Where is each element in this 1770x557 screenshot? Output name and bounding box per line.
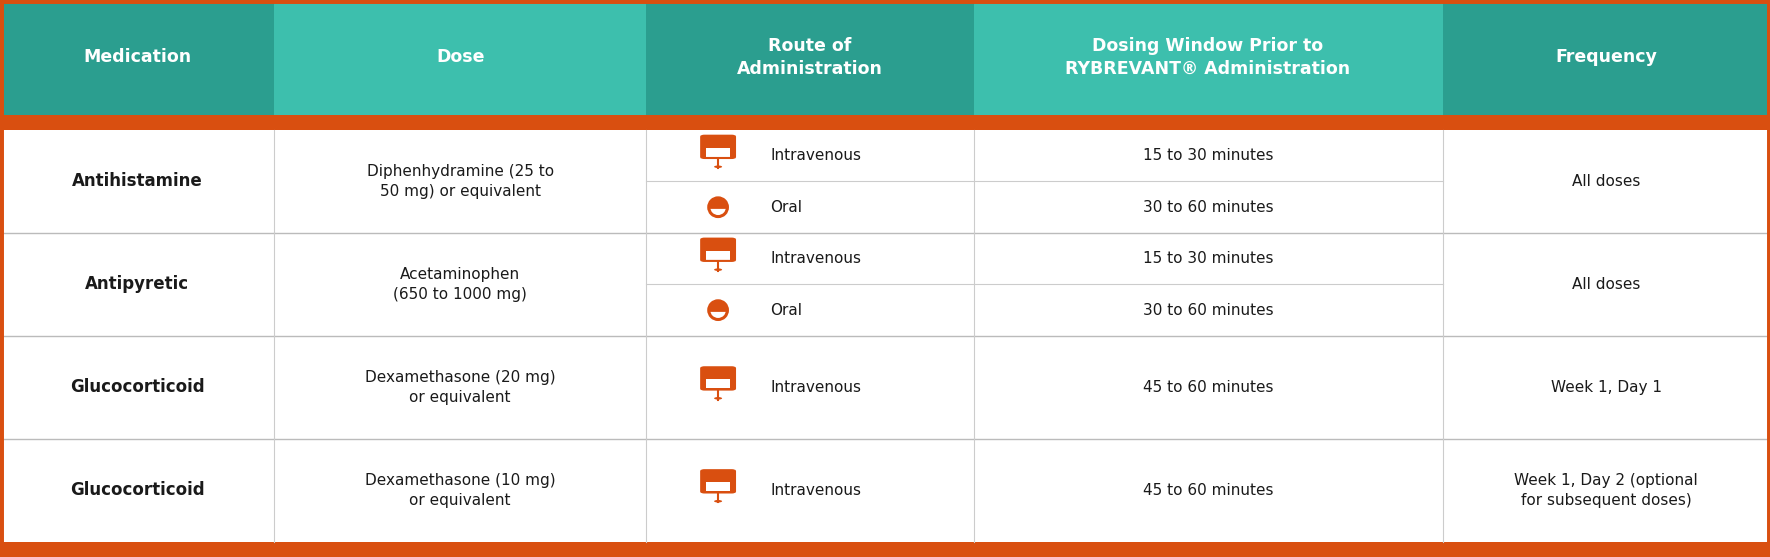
Text: Intravenous: Intravenous [770,483,862,498]
Bar [715,373,720,375]
Bar [1443,0,1770,115]
Text: Oral: Oral [770,302,802,317]
Polygon shape [708,198,727,207]
Bar [0,115,1770,130]
Text: Dose: Dose [435,48,485,66]
Bar [0,336,1770,439]
Text: Glucocorticoid: Glucocorticoid [69,481,205,499]
Text: Dexamethasone (20 mg)
or equivalent: Dexamethasone (20 mg) or equivalent [365,370,556,405]
FancyBboxPatch shape [701,470,735,492]
Bar [0,130,1770,233]
Text: 15 to 30 minutes: 15 to 30 minutes [1143,251,1273,266]
Text: Oral: Oral [770,200,802,214]
Text: 15 to 30 minutes: 15 to 30 minutes [1143,148,1273,163]
Bar [706,251,729,260]
Text: All doses: All doses [1572,174,1641,189]
Circle shape [713,268,722,271]
Text: 45 to 60 minutes: 45 to 60 minutes [1143,380,1273,395]
Bar [974,0,1443,115]
Bar [646,0,974,115]
Bar [274,0,646,115]
Bar [0,0,274,115]
Circle shape [713,500,722,502]
Bar [706,379,729,388]
Text: 30 to 60 minutes: 30 to 60 minutes [1143,200,1273,214]
Bar [0,542,1770,557]
Text: Route of
Administration: Route of Administration [736,37,883,78]
Bar [715,141,720,144]
Text: Diphenhydramine (25 to
50 mg) or equivalent: Diphenhydramine (25 to 50 mg) or equival… [366,164,554,199]
Polygon shape [708,301,727,310]
Bar [0,233,1770,336]
Bar [715,245,720,247]
Text: Acetaminophen
(650 to 1000 mg): Acetaminophen (650 to 1000 mg) [393,267,527,302]
Text: 45 to 60 minutes: 45 to 60 minutes [1143,483,1273,498]
Text: Frequency: Frequency [1556,48,1657,66]
Text: Week 1, Day 1: Week 1, Day 1 [1551,380,1662,395]
Text: Antihistamine: Antihistamine [73,173,202,190]
Bar [706,148,729,157]
Text: Medication: Medication [83,48,191,66]
Text: Glucocorticoid: Glucocorticoid [69,378,205,397]
Text: Dexamethasone (10 mg)
or equivalent: Dexamethasone (10 mg) or equivalent [365,473,556,507]
Text: All doses: All doses [1572,277,1641,292]
Bar [715,476,720,478]
FancyBboxPatch shape [701,367,735,389]
Bar [706,482,729,491]
Text: Week 1, Day 2 (optional
for subsequent doses): Week 1, Day 2 (optional for subsequent d… [1515,473,1697,507]
Text: Dosing Window Prior to
RYBREVANT® Administration: Dosing Window Prior to RYBREVANT® Admini… [1066,37,1351,78]
Text: Intravenous: Intravenous [770,251,862,266]
Text: Intravenous: Intravenous [770,380,862,395]
Bar [0,439,1770,542]
Text: 30 to 60 minutes: 30 to 60 minutes [1143,302,1273,317]
FancyBboxPatch shape [701,238,735,261]
FancyBboxPatch shape [701,136,735,158]
Circle shape [713,397,722,399]
Circle shape [713,165,722,168]
Text: Intravenous: Intravenous [770,148,862,163]
Text: Antipyretic: Antipyretic [85,275,189,294]
